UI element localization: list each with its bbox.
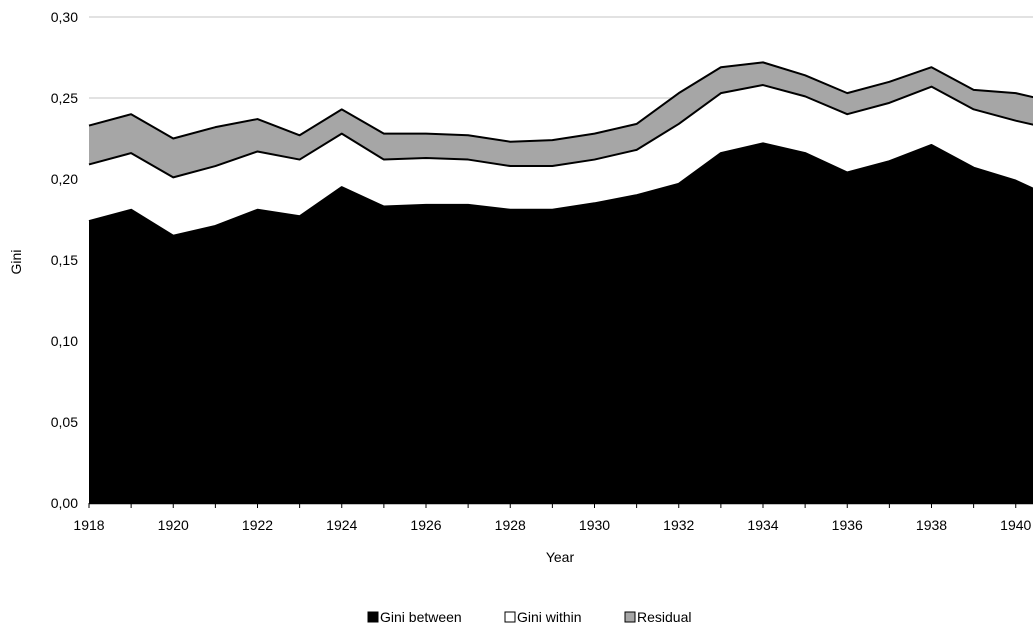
legend-swatch-residual — [624, 611, 636, 623]
area-residual — [89, 62, 1033, 178]
x-tick-label: 1934 — [747, 517, 778, 533]
series-areas — [88, 61, 1033, 503]
area-gini-between — [89, 143, 1033, 503]
y-tick-label: 0,05 — [51, 414, 78, 430]
area-outline-gini-within — [88, 84, 1033, 179]
x-tick-label: 1930 — [579, 517, 610, 533]
axes — [88, 502, 1033, 508]
y-tick-label: 0,25 — [51, 90, 78, 106]
y-tick-labels: 0,00 0,05 0,10 0,15 0,20 0,25 0,30 — [51, 9, 78, 511]
x-tick-label: 1936 — [832, 517, 863, 533]
x-tick-label: 1926 — [410, 517, 441, 533]
y-tick-label: 0,10 — [51, 333, 78, 349]
x-axis-title: Year — [546, 549, 575, 565]
area-outline-gini-between — [88, 142, 1033, 237]
x-tick-label: 1928 — [495, 517, 526, 533]
legend: Gini between Gini within Residual — [367, 609, 691, 625]
y-tick-label: 0,30 — [51, 9, 78, 25]
x-tick-label: 1918 — [73, 517, 104, 533]
y-tick-label: 0,20 — [51, 171, 78, 187]
legend-swatch-gini-within — [504, 611, 516, 623]
legend-swatch-gini-between — [367, 611, 379, 623]
legend-label-gini-within: Gini within — [517, 609, 582, 625]
x-tick-label: 1920 — [158, 517, 189, 533]
area-outline-residual — [88, 61, 1033, 143]
y-tick-label: 0,00 — [51, 495, 78, 511]
y-tick-label: 0,15 — [51, 252, 78, 268]
y-axis-title: Gini — [8, 250, 24, 275]
x-tick-labels: 1918 1920 1922 1924 1926 1928 1930 1932 1934 1936… — [73, 517, 1031, 533]
x-tick-label: 1922 — [242, 517, 273, 533]
x-tick-label: 1924 — [326, 517, 357, 533]
x-tick-label: 1940 — [1000, 517, 1031, 533]
legend-label-residual: Residual — [637, 609, 691, 625]
x-tick-label: 1938 — [916, 517, 947, 533]
x-tick-label: 1932 — [663, 517, 694, 533]
legend-label-gini-between: Gini between — [380, 609, 462, 625]
